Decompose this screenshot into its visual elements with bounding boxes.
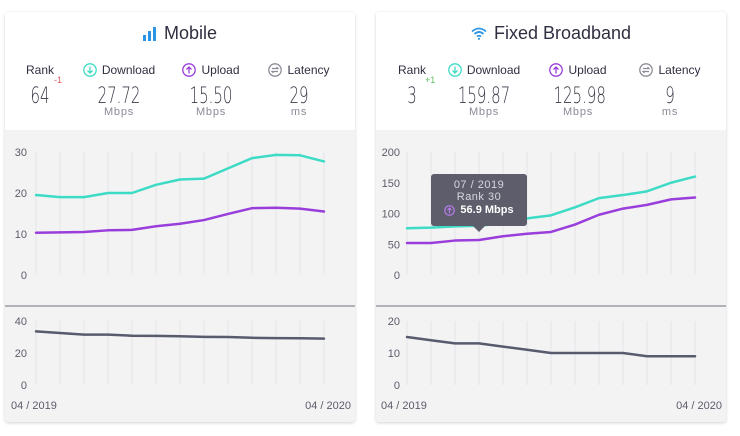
upload-series-line[interactable] xyxy=(405,196,697,245)
y-tick-label: 20 xyxy=(15,188,27,200)
rank-delta: -1 xyxy=(54,75,63,85)
arrow-down-circle-icon xyxy=(447,63,462,77)
rank-delta: +1 xyxy=(425,75,436,85)
latency-label: Latency xyxy=(658,63,701,77)
y-tick-label: 0 xyxy=(21,380,27,392)
mobile-rank-stat: Rank 64 -1 xyxy=(21,62,63,109)
mobile-panel: Mobile Rank 64 -1 Download 27.72 Mbps xyxy=(5,12,355,422)
download-value: 159.87 xyxy=(457,84,511,109)
tooltip-rank: Rank 30 xyxy=(456,191,502,203)
fixed-panel: Fixed Broadband Rank 3 +1 Download 159.8… xyxy=(376,12,726,422)
upload-unit: Mbps xyxy=(195,106,227,118)
y-tick-label: 0 xyxy=(394,270,400,282)
latency-circle-icon xyxy=(268,63,283,77)
fixed-download-stat[interactable]: Download 159.87 Mbps xyxy=(444,62,524,118)
y-tick-label: 0 xyxy=(21,270,27,282)
upload-series-line[interactable] xyxy=(34,206,326,235)
latency-unit: ms xyxy=(290,106,308,118)
download-series-line[interactable] xyxy=(405,175,697,230)
arrow-up-circle-icon xyxy=(444,204,456,216)
wifi-icon xyxy=(471,27,487,40)
upload-label: Upload xyxy=(201,63,240,77)
fixed-title-text: Fixed Broadband xyxy=(493,23,632,43)
download-label: Download xyxy=(101,63,156,77)
y-tick-label: 20 xyxy=(15,348,27,360)
latency-series-line[interactable] xyxy=(34,330,326,340)
download-label: Download xyxy=(466,63,521,77)
x-tick-start: 04 / 2019 xyxy=(381,400,427,412)
tooltip-date: 07 / 2019 xyxy=(453,179,505,191)
fixed-title: Fixed Broadband xyxy=(376,23,726,44)
arrow-down-circle-icon xyxy=(82,63,97,77)
latency-series-line[interactable] xyxy=(405,335,697,358)
y-tick-label: 50 xyxy=(388,239,400,251)
mobile-latency-stat[interactable]: Latency 29 ms xyxy=(261,62,337,118)
y-tick-label: 30 xyxy=(15,147,27,159)
mobile-upload-stat[interactable]: Upload 15.50 Mbps xyxy=(175,62,247,118)
mobile-download-stat[interactable]: Download 27.72 Mbps xyxy=(79,62,159,118)
y-tick-label: 40 xyxy=(15,316,27,328)
rank-label: Rank xyxy=(397,63,426,77)
y-tick-label: 100 xyxy=(382,209,400,221)
latency-circle-icon xyxy=(639,63,654,77)
chart-tooltip: 07 / 2019 Rank 30 56.9 Mbps xyxy=(431,174,527,232)
tooltip-value: 56.9 Mbps xyxy=(460,204,514,216)
download-series-line[interactable] xyxy=(34,153,326,199)
fixed-upload-stat[interactable]: Upload 125.98 Mbps xyxy=(542,62,614,118)
y-tick-label: 20 xyxy=(388,316,400,328)
upload-value: 15.50 xyxy=(189,84,233,109)
latency-unit: ms xyxy=(661,106,679,118)
latency-label: Latency xyxy=(287,63,330,77)
upload-unit: Mbps xyxy=(562,106,594,118)
y-tick-label: 0 xyxy=(394,380,400,392)
mobile-title: Mobile xyxy=(5,23,355,44)
fixed-chart[interactable]: 0 50 100 150 200 0 10 20 04 / 2019 04 / 2020 xyxy=(376,12,726,422)
fixed-header: Fixed Broadband Rank 3 +1 Download 159.8… xyxy=(376,12,726,130)
rank-value: 3 xyxy=(407,84,417,109)
x-tick-start: 04 / 2019 xyxy=(11,400,57,412)
fixed-rank-stat: Rank 3 +1 xyxy=(393,62,435,109)
rank-label: Rank xyxy=(25,63,54,77)
y-tick-label: 150 xyxy=(382,178,400,190)
latency-value: 9 xyxy=(665,84,675,109)
fixed-latency-stat[interactable]: Latency 9 ms xyxy=(632,62,708,118)
download-unit: Mbps xyxy=(468,106,500,118)
mobile-header: Mobile Rank 64 -1 Download 27.72 Mbps xyxy=(5,12,355,130)
y-tick-label: 10 xyxy=(15,229,27,241)
x-tick-end: 04 / 2020 xyxy=(305,400,351,412)
arrow-up-circle-icon xyxy=(182,63,197,77)
download-value: 27.72 xyxy=(97,84,141,109)
latency-value: 29 xyxy=(289,84,309,109)
upload-value: 125.98 xyxy=(553,84,606,109)
rank-value: 64 xyxy=(30,84,50,109)
arrow-up-circle-icon xyxy=(549,63,564,77)
y-tick-label: 200 xyxy=(382,147,400,159)
download-unit: Mbps xyxy=(103,106,135,118)
y-tick-label: 10 xyxy=(388,348,400,360)
mobile-title-text: Mobile xyxy=(163,23,218,43)
upload-label: Upload xyxy=(568,63,607,77)
x-tick-end: 04 / 2020 xyxy=(676,400,722,412)
mobile-chart[interactable]: 0 10 20 30 0 20 40 04 / 2019 04 / 2020 xyxy=(5,12,355,422)
signal-bars-icon xyxy=(142,26,156,41)
